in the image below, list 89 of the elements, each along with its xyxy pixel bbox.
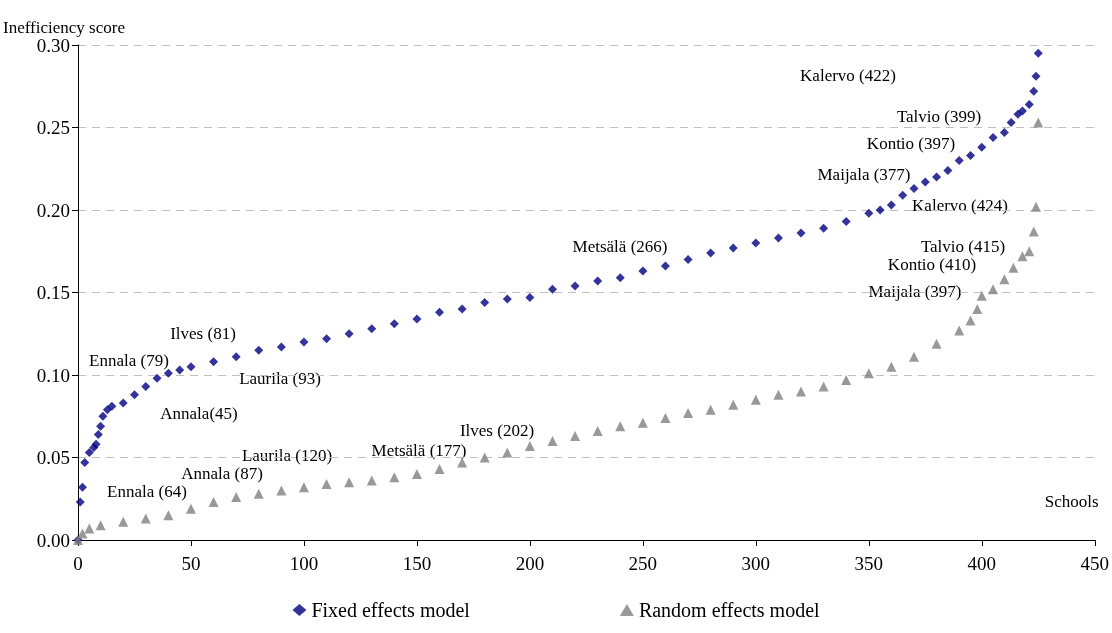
point	[1024, 246, 1035, 257]
point	[988, 284, 999, 295]
point	[298, 482, 309, 493]
point	[592, 426, 603, 437]
x-tick-label: 350	[854, 553, 884, 574]
point	[185, 503, 196, 514]
point	[908, 351, 919, 362]
point	[140, 513, 151, 524]
annotation: Talvio (415)	[920, 236, 1006, 256]
x-tick-label: 100	[289, 553, 319, 574]
annotation: Annala(45)	[160, 403, 238, 423]
annotation: Ennala (79)	[89, 350, 169, 370]
x-tick-label: 250	[628, 553, 658, 574]
point	[615, 421, 626, 432]
point	[886, 361, 897, 372]
x-tick-label: 50	[181, 553, 201, 574]
y-tick-label: 0.00	[36, 529, 70, 551]
point	[502, 447, 513, 458]
point	[999, 274, 1010, 285]
point	[683, 407, 694, 418]
annotation: Metsälä (266)	[572, 236, 668, 256]
point	[163, 510, 174, 521]
point	[570, 431, 581, 442]
legend-label: Random effects model	[638, 599, 821, 621]
x-tick-label: 400	[967, 553, 997, 574]
y-tick-label: 0.10	[36, 364, 70, 386]
point	[796, 386, 807, 397]
point	[931, 338, 942, 349]
x-tick-label: 200	[515, 553, 545, 574]
y-tick-label: 0.25	[36, 117, 70, 138]
y-tick-label: 0.30	[36, 34, 70, 56]
point	[479, 452, 490, 463]
x-tick-label: 300	[741, 553, 771, 574]
point	[434, 464, 445, 475]
x-tick-label: 0	[73, 553, 83, 574]
point	[231, 492, 242, 503]
point	[705, 404, 716, 415]
point	[411, 469, 422, 479]
point	[276, 485, 287, 496]
annotation: Annala (87)	[181, 463, 263, 483]
point	[818, 381, 829, 392]
point	[863, 368, 874, 379]
point	[95, 520, 106, 531]
point	[1031, 201, 1041, 212]
annotation: Kontio (397)	[866, 133, 956, 153]
x-tick-label: 450	[1080, 553, 1109, 574]
y-axis-title: Inefficiency score	[3, 17, 125, 37]
annotation: Maijala (377)	[817, 164, 911, 184]
x-tick-label: 150	[402, 553, 432, 574]
point	[208, 497, 219, 508]
point	[965, 315, 976, 326]
annotation: Maijala (397)	[868, 281, 962, 301]
legend-label: Fixed effects model	[311, 599, 471, 621]
point	[728, 399, 739, 410]
point	[344, 477, 355, 488]
annotation: Laurila (120)	[241, 445, 333, 465]
y-tick-label: 0.15	[36, 282, 70, 303]
annotation: Laurila (93)	[239, 368, 321, 388]
point	[321, 478, 332, 489]
annotation: Talvio (399)	[896, 106, 982, 126]
annotation: Kontio (410)	[887, 254, 977, 274]
point	[1008, 262, 1019, 273]
point	[524, 440, 535, 451]
point	[660, 412, 671, 423]
point	[750, 394, 761, 405]
annotation: Ilves (202)	[459, 420, 535, 440]
point	[547, 436, 558, 446]
point	[976, 290, 987, 301]
point	[77, 528, 88, 539]
point	[954, 325, 965, 336]
point	[841, 374, 852, 385]
point	[1033, 117, 1044, 128]
y-tick-label: 0.05	[36, 447, 70, 468]
point	[118, 516, 129, 527]
point	[84, 523, 95, 534]
point	[253, 488, 264, 499]
point	[389, 472, 400, 483]
point	[773, 389, 784, 400]
point	[637, 417, 648, 428]
point	[366, 475, 377, 486]
point	[1028, 226, 1039, 237]
annotation: Kalervo (422)	[800, 65, 896, 85]
annotation: Metsälä (177)	[371, 440, 467, 460]
y-tick-label: 0.20	[36, 199, 70, 221]
point	[972, 304, 983, 314]
x-axis-title: Schools	[1044, 492, 1099, 511]
point	[1017, 251, 1028, 262]
annotation: Ilves (81)	[170, 323, 236, 343]
annotation: Ennala (64)	[107, 481, 187, 501]
